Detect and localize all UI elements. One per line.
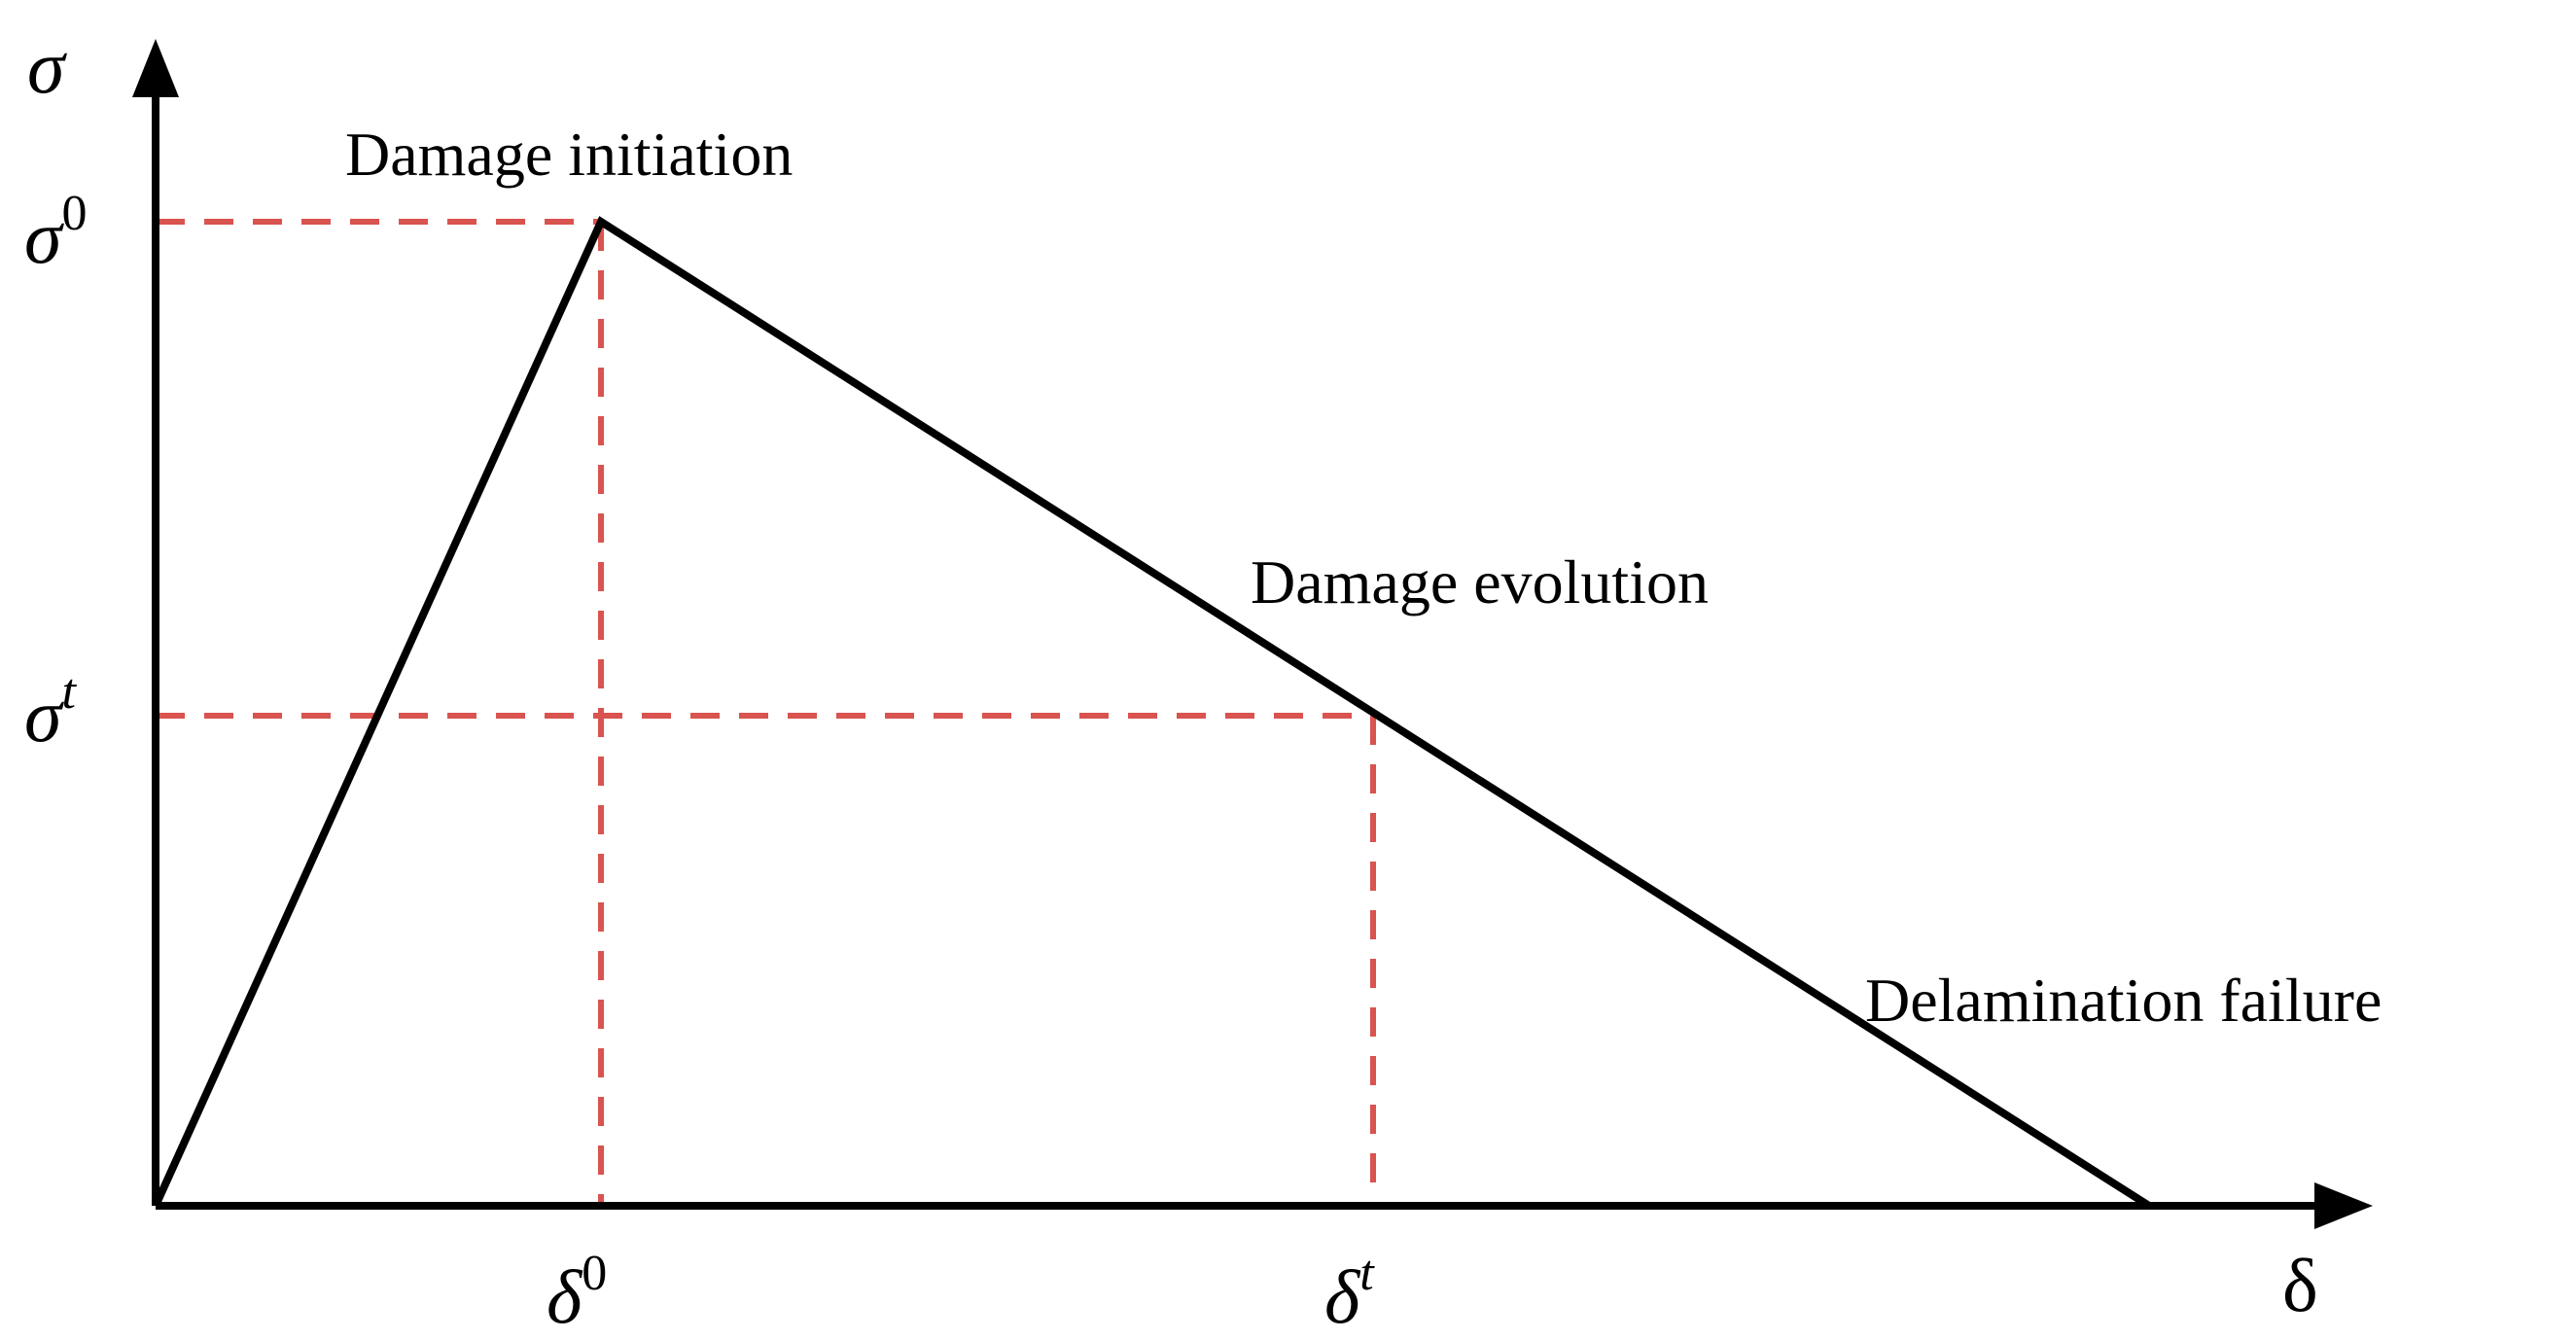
- x-tick-delta0-sup: 0: [582, 1246, 607, 1301]
- y-axis-label: σ: [27, 24, 67, 109]
- y-tick-sigma0-sup: 0: [61, 186, 87, 241]
- x-tick-delta0-base: δ: [547, 1254, 583, 1339]
- annotation-delamination-failure: Delamination failure: [1865, 966, 2382, 1035]
- x-tick-deltat-sup: t: [1359, 1246, 1375, 1301]
- y-tick-sigma0-base: σ: [24, 194, 64, 279]
- y-axis-arrowhead: [132, 39, 179, 97]
- x-tick-deltat-base: δ: [1324, 1254, 1361, 1339]
- x-tick-delta0: δ0: [547, 1246, 607, 1339]
- y-tick-sigmat-sup: t: [61, 664, 77, 720]
- x-tick-deltat: δt: [1324, 1246, 1375, 1339]
- y-tick-sigmat-base: σ: [24, 673, 64, 758]
- x-axis-label: δ: [2282, 1243, 2318, 1327]
- annotation-damage-initiation: Damage initiation: [345, 120, 793, 189]
- y-tick-sigma0: σ0: [24, 186, 87, 279]
- bilinear-curve: [152, 216, 2152, 1210]
- annotation-damage-evolution: Damage evolution: [1251, 547, 1709, 617]
- y-tick-sigmat: σt: [24, 664, 77, 758]
- x-axis-arrowhead: [2314, 1182, 2373, 1229]
